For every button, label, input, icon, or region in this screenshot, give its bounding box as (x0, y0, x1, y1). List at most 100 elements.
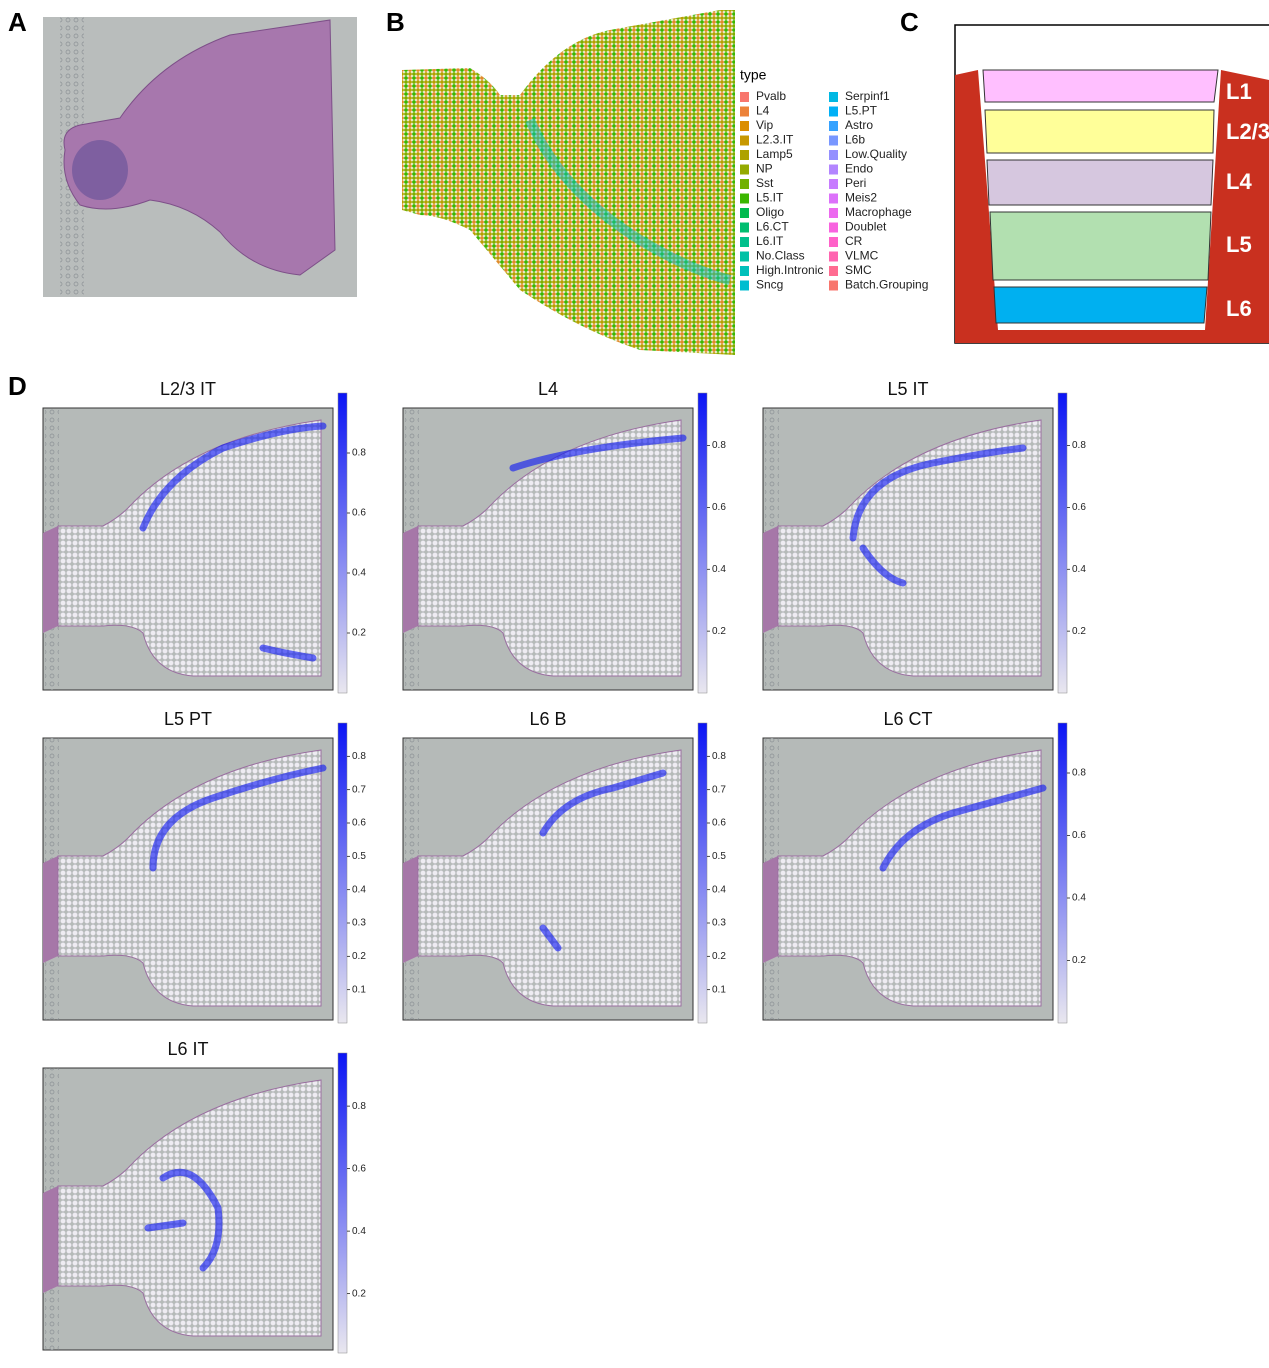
colorbar-tick-label: 0.5 (712, 851, 726, 862)
colorbar-tick-label: 0.8 (1072, 440, 1086, 451)
legend-swatch (829, 266, 838, 276)
map-title: L2/3 IT (160, 379, 216, 399)
colorbar-tick-label: 0.1 (352, 984, 366, 995)
tissue-edge (43, 526, 58, 633)
colorbar-tick-label: 0.6 (352, 1163, 366, 1174)
legend-swatch (740, 281, 749, 291)
tissue-dense-region (72, 140, 128, 200)
legend-label: High.Intronic (756, 263, 823, 277)
layer-label: L4 (1226, 169, 1252, 194)
legend-swatch (740, 208, 749, 218)
layer-band (983, 70, 1218, 102)
map-title: L6 CT (883, 709, 932, 729)
tissue-edge (43, 856, 58, 963)
legend-label: Serpinf1 (845, 89, 890, 103)
legend-swatch (829, 121, 838, 131)
panel-label: A (8, 7, 27, 37)
legend-swatch (829, 165, 838, 175)
legend-label: Pvalb (756, 89, 786, 103)
colorbar-tick-label: 0.4 (712, 884, 726, 895)
legend-swatch (829, 150, 838, 160)
legend-swatch (740, 150, 749, 160)
legend-swatch (740, 252, 749, 262)
map-title: L5 PT (164, 709, 212, 729)
legend-label: Sncg (756, 278, 783, 292)
tissue-edge (43, 1186, 58, 1293)
histology-panel (43, 17, 357, 297)
colorbar-tick-label: 0.4 (352, 884, 366, 895)
colorbar-tick-label: 0.6 (1072, 502, 1086, 513)
colorbar-tick-label: 0.2 (712, 626, 726, 637)
tissue-edge (763, 856, 778, 963)
legend-swatch (829, 179, 838, 189)
map-title: L4 (538, 379, 558, 399)
colorbar-tick-label: 0.4 (352, 568, 366, 579)
legend-label: L5.IT (756, 191, 784, 205)
map-title: L6 IT (167, 1039, 208, 1059)
layer-label: L2/3 (1226, 119, 1269, 144)
legend-label: Peri (845, 176, 866, 190)
legend-label: Oligo (756, 205, 784, 219)
colorbar-tick-label: 0.1 (712, 984, 726, 995)
legend-swatch (740, 165, 749, 175)
colorbar-tick-label: 0.4 (352, 1226, 366, 1237)
panel-label: D (8, 371, 27, 401)
legend-label: Macrophage (845, 205, 912, 219)
legend-swatch (740, 194, 749, 204)
legend-swatch (740, 107, 749, 117)
legend-swatch (829, 237, 838, 247)
map-panel: L2/3 IT0.20.40.60.8 (43, 379, 366, 693)
colorbar-tick-label: 0.2 (352, 1288, 366, 1299)
colorbar-tick-label: 0.6 (1072, 830, 1086, 841)
legend-label: L5.PT (845, 104, 878, 118)
map-title: L5 IT (887, 379, 928, 399)
layer-label: L1 (1226, 79, 1252, 104)
legend-label: L6b (845, 133, 865, 147)
map-panel: L5 PT0.10.20.30.40.50.60.70.8 (43, 709, 366, 1023)
colorbar (1058, 723, 1067, 1023)
legend-label: L6.CT (756, 220, 789, 234)
legend-label: CR (845, 234, 863, 248)
spot-type-panel (402, 10, 735, 355)
colorbar-tick-label: 0.8 (352, 751, 366, 762)
legend-label: VLMC (845, 249, 879, 263)
colorbar (338, 723, 347, 1023)
legend-swatch (829, 208, 838, 218)
legend-label: Astro (845, 118, 873, 132)
legend-swatch (740, 121, 749, 131)
colorbar-tick-label: 0.8 (712, 751, 726, 762)
map-title: L6 B (529, 709, 566, 729)
legend-swatch (829, 252, 838, 262)
colorbar-tick-label: 0.6 (712, 818, 726, 829)
colorbar (1058, 393, 1067, 693)
legend-label: Sst (756, 176, 774, 190)
map-panel: L6 IT 0.2 0.4 0.6 0.8 (43, 1039, 366, 1353)
legend-label: Vip (756, 118, 773, 132)
colorbar-tick-label: 0.6 (712, 502, 726, 513)
legend-label: Lamp5 (756, 147, 793, 161)
colorbar (698, 393, 707, 693)
legend-swatch (829, 136, 838, 146)
figure: type PvalbL4VipL2.3.ITLamp5NPSstL5.ITOli… (0, 0, 1269, 1363)
legend-swatch (829, 92, 838, 102)
layer-diagram: L1 L2/3 L4 L5 L6 (955, 25, 1269, 343)
tissue-edge (763, 526, 778, 633)
colorbar-tick-label: 0.2 (352, 951, 366, 962)
legend-swatch (740, 92, 749, 102)
legend-swatch (740, 266, 749, 276)
layer-band (994, 287, 1207, 323)
colorbar-tick-label: 0.2 (1072, 955, 1086, 966)
legend-label: Batch.Grouping (845, 278, 928, 292)
colorbar-tick-label: 0.2 (712, 951, 726, 962)
legend-title: type (740, 67, 767, 83)
layer-label: L5 (1226, 232, 1252, 257)
legend-label: Low.Quality (845, 147, 907, 161)
layer-band (985, 110, 1214, 153)
layer-band (990, 212, 1211, 280)
layer-label: L6 (1226, 296, 1252, 321)
colorbar-tick-label: 0.8 (352, 1101, 366, 1112)
map-panel: L40.20.40.60.8 (403, 379, 726, 693)
colorbar-tick-label: 0.3 (352, 918, 366, 929)
legend-swatch (829, 281, 838, 291)
